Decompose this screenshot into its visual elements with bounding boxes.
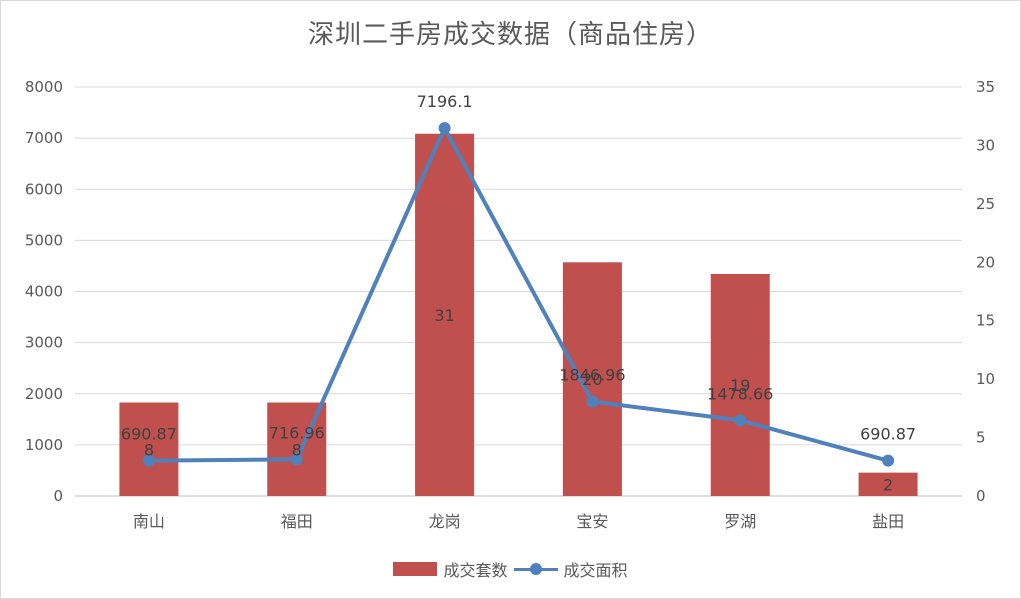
bar: [119, 402, 179, 496]
category-label: 南山: [133, 512, 165, 531]
category-label: 龙岗: [429, 512, 461, 531]
legend-label-bar: 成交套数: [443, 561, 508, 580]
right-tick-label: 15: [976, 312, 995, 330]
legend-swatch-line: [513, 562, 558, 576]
category-label: 罗湖: [724, 512, 756, 531]
bar: [710, 273, 770, 496]
right-tick-label: 20: [976, 253, 995, 271]
right-tick-label: 25: [976, 195, 995, 213]
bar-data-label: 19: [730, 376, 750, 395]
line-point: [586, 395, 599, 408]
line-data-label: 716.96: [269, 423, 325, 442]
bar: [858, 472, 918, 496]
category-label: 宝安: [576, 512, 608, 531]
category-label: 福田: [281, 512, 313, 531]
legend-item-bar: 成交套数: [393, 557, 508, 581]
line-data-label: 690.87: [121, 425, 177, 444]
legend-swatch-bar: [393, 562, 438, 576]
line-point: [734, 414, 747, 427]
left-tick-label: 3000: [25, 334, 63, 352]
line-data-label: 1846.96: [559, 366, 625, 385]
chart-title: 深圳二手房成交数据（商品住房）: [307, 20, 713, 50]
bar-data-label: 2: [883, 475, 893, 494]
line-series: [148, 126, 889, 463]
right-tick-label: 30: [976, 136, 995, 154]
left-tick-label: 0: [53, 487, 63, 505]
bar: [562, 262, 622, 496]
left-tick-label: 7000: [25, 129, 63, 147]
bar-data-label: 20: [582, 370, 602, 389]
left-tick-label: 5000: [25, 231, 63, 249]
right-tick-label: 10: [976, 370, 995, 388]
line-point: [438, 122, 451, 135]
left-tick-label: 8000: [25, 78, 63, 96]
left-tick-label: 6000: [25, 180, 63, 198]
right-tick-label: 35: [976, 78, 995, 96]
chart-legend: 成交套数 成交面积: [0, 557, 1021, 581]
line-point: [290, 453, 303, 466]
line-point: [142, 454, 155, 467]
legend-item-line: 成交面积: [513, 557, 628, 581]
left-tick-label: 4000: [25, 283, 63, 301]
bar: [415, 133, 475, 496]
line-data-label: 7196.1: [417, 92, 473, 111]
bar-data-label: 8: [292, 440, 302, 459]
left-tick-label: 1000: [25, 436, 63, 454]
line-data-label: 1478.66: [707, 384, 773, 403]
legend-label-line: 成交面积: [563, 561, 628, 580]
line-data-label: 690.87: [860, 425, 916, 444]
right-tick-label: 0: [976, 487, 986, 505]
bar-data-label: 31: [434, 306, 454, 325]
category-label: 盐田: [872, 512, 904, 531]
line-point: [882, 454, 895, 467]
left-tick-label: 2000: [25, 385, 63, 403]
right-tick-label: 5: [976, 429, 986, 447]
bar-data-label: 8: [144, 440, 154, 459]
